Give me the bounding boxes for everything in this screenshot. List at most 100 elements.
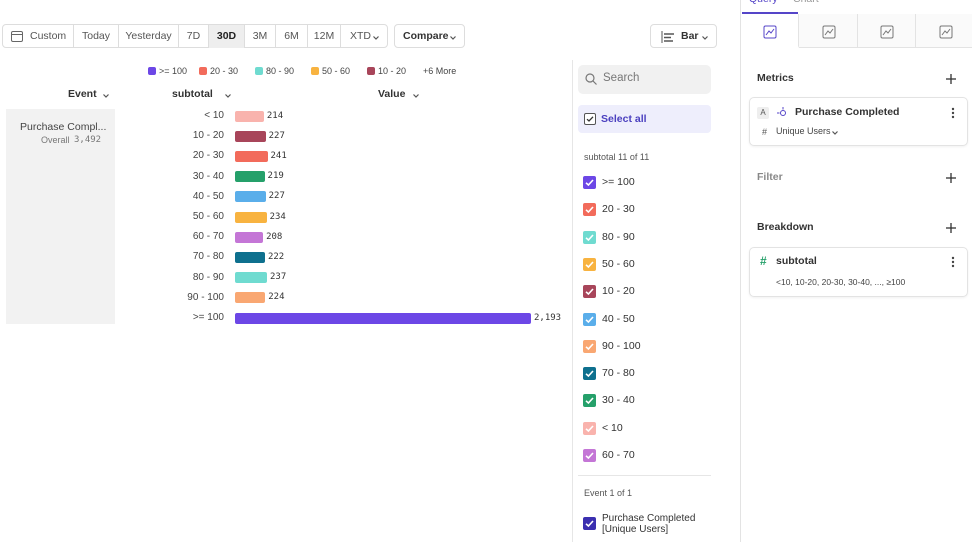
more-menu-part bbox=[951, 256, 955, 268]
value-label: 224 bbox=[268, 292, 285, 303]
tab[interactable]: Chart bbox=[793, 0, 819, 5]
date-button[interactable]: XTD bbox=[350, 30, 371, 42]
filter-item-label[interactable]: 90 - 100 bbox=[602, 339, 641, 352]
checkbox[interactable] bbox=[583, 449, 596, 462]
checkbox[interactable] bbox=[583, 394, 596, 408]
more-menu-part bbox=[951, 107, 955, 119]
section-title: Filter bbox=[757, 171, 783, 183]
date-button[interactable]: Yesterday bbox=[119, 25, 179, 48]
row-label: 70 - 80 bbox=[192, 251, 224, 263]
calendar-icon-part bbox=[11, 31, 23, 42]
legend-swatch bbox=[199, 67, 207, 75]
date-button[interactable]: 6M bbox=[276, 25, 308, 48]
bar-icon-part bbox=[661, 31, 674, 43]
chevron bbox=[701, 33, 709, 41]
select-all[interactable]: Select all bbox=[578, 105, 711, 133]
chevron-part bbox=[373, 36, 379, 40]
checkbox[interactable] bbox=[583, 176, 596, 189]
checkbox[interactable] bbox=[583, 285, 596, 299]
add-button[interactable] bbox=[946, 74, 956, 84]
checkbox-part bbox=[585, 234, 594, 241]
legend-more[interactable]: +6 More bbox=[423, 66, 457, 76]
checkbox-part bbox=[585, 261, 594, 269]
column-header[interactable]: Value bbox=[378, 88, 406, 100]
compare-button[interactable]: Compare bbox=[394, 24, 465, 48]
checkbox[interactable] bbox=[583, 230, 596, 244]
more-menu[interactable] bbox=[951, 256, 955, 268]
checkbox-part bbox=[585, 288, 594, 296]
value-label: 2,193 bbox=[534, 312, 562, 323]
separator bbox=[578, 475, 711, 476]
checkbox[interactable] bbox=[583, 517, 596, 530]
checkbox[interactable] bbox=[583, 203, 596, 217]
row-label: 10 - 20 bbox=[192, 130, 224, 142]
icon-tab[interactable] bbox=[741, 14, 799, 48]
row-label: 90 - 100 bbox=[187, 291, 224, 303]
checkbox[interactable] bbox=[583, 367, 596, 381]
event-item-label[interactable]: Purchase Completed [Unique Users] bbox=[602, 513, 696, 535]
checkbox-part bbox=[585, 288, 594, 296]
checkbox[interactable] bbox=[583, 339, 596, 353]
filter-item-label[interactable]: 20 - 30 bbox=[602, 203, 635, 216]
date-button[interactable]: 30D bbox=[209, 25, 245, 48]
chevron-part bbox=[702, 36, 708, 40]
chevron-part bbox=[225, 94, 231, 98]
date-button[interactable]: 7D bbox=[179, 25, 209, 48]
checkbox-part bbox=[585, 520, 594, 528]
checkbox[interactable] bbox=[583, 257, 596, 271]
tab[interactable]: Query bbox=[749, 0, 778, 5]
add-button[interactable] bbox=[946, 223, 956, 233]
bar bbox=[235, 231, 264, 243]
group-label: subtotal 11 of 11 bbox=[584, 152, 650, 162]
more-menu[interactable] bbox=[951, 107, 955, 119]
checkbox-part bbox=[585, 206, 594, 214]
bar bbox=[235, 191, 266, 203]
checkbox-part bbox=[585, 206, 594, 214]
icon-tab[interactable] bbox=[800, 14, 858, 48]
filter-item-label[interactable]: 10 - 20 bbox=[602, 285, 635, 298]
row-label: 40 - 50 bbox=[192, 190, 224, 202]
search-box[interactable]: Search bbox=[578, 65, 711, 94]
legend-label: 10 - 20 bbox=[378, 66, 407, 76]
filter-item-label[interactable]: >= 100 bbox=[602, 176, 635, 188]
filter-item-label[interactable]: 50 - 60 bbox=[602, 257, 635, 270]
value-label: 219 bbox=[267, 171, 284, 182]
chevron-part bbox=[103, 94, 109, 98]
bar bbox=[235, 110, 264, 122]
tab-icon-part bbox=[822, 25, 835, 39]
add-button[interactable] bbox=[946, 173, 956, 183]
date-button[interactable]: 3M bbox=[245, 25, 276, 48]
column-header[interactable]: subtotal bbox=[172, 88, 213, 100]
breakdown-card[interactable] bbox=[749, 247, 968, 297]
date-button[interactable]: 12M bbox=[308, 25, 341, 48]
metric-card[interactable] bbox=[749, 97, 968, 146]
chart-type-label: Bar bbox=[681, 30, 699, 42]
tab-active-bar bbox=[742, 12, 798, 14]
filter-item-label[interactable]: 60 - 70 bbox=[602, 449, 635, 461]
date-button[interactable]: Today bbox=[74, 25, 119, 48]
filter-item-label[interactable]: 30 - 40 bbox=[602, 394, 635, 407]
column-header[interactable]: Event bbox=[68, 88, 97, 100]
filter-item-label[interactable]: 70 - 80 bbox=[602, 367, 635, 380]
metric-measure[interactable]: Unique Users bbox=[776, 126, 831, 136]
filter-item-label[interactable]: 40 - 50 bbox=[602, 312, 635, 325]
date-range-group: Custom Today Yesterday 7D 30D 3M 6M 12M XTD bbox=[2, 24, 388, 48]
chart-type-button[interactable]: Bar bbox=[650, 24, 717, 48]
metric-name: Purchase Completed bbox=[795, 106, 900, 118]
tab-icon bbox=[939, 25, 953, 39]
search-placeholder: Search bbox=[603, 72, 640, 84]
filter-item-label[interactable]: < 10 bbox=[602, 421, 623, 434]
tab-icon-part bbox=[939, 25, 952, 39]
checkbox[interactable] bbox=[583, 312, 596, 326]
event-cell bbox=[6, 109, 115, 324]
date-button[interactable]: Custom bbox=[3, 25, 74, 48]
checkbox[interactable] bbox=[583, 421, 596, 435]
icon-tab[interactable] bbox=[858, 14, 916, 48]
row-label: 50 - 60 bbox=[192, 211, 224, 222]
value-label: 234 bbox=[269, 211, 286, 222]
filter-item-label[interactable]: 80 - 90 bbox=[602, 230, 635, 243]
hash-icon: # bbox=[760, 254, 767, 268]
bar bbox=[235, 150, 268, 162]
more-menu-part bbox=[951, 264, 955, 268]
chevron-part bbox=[450, 36, 456, 40]
